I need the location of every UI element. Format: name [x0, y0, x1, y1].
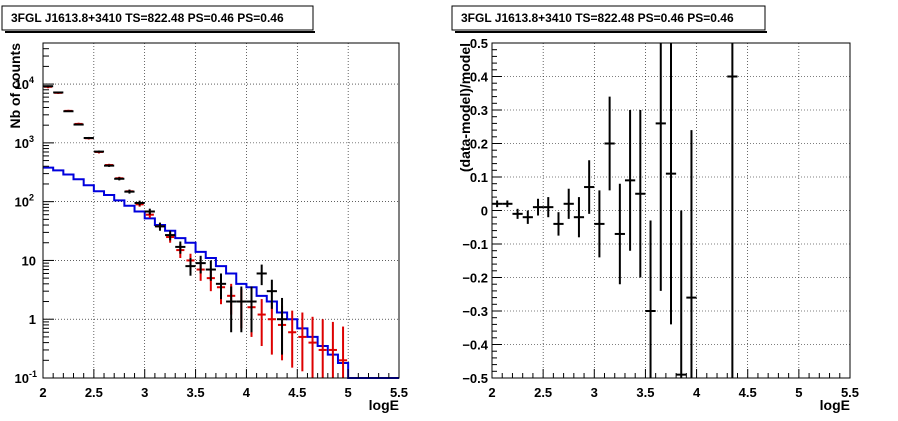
source-model-step	[43, 166, 399, 379]
y-tick-label: 0.1	[470, 170, 488, 185]
y-tick-label: 1	[29, 312, 36, 327]
y-tick-label: 10	[15, 371, 29, 386]
x-tick-label: 2.5	[85, 385, 103, 400]
right-x-tick-labels: 2 2.5 3 3.5 4 4.5 5 5.5	[488, 385, 859, 400]
right-x-axis-label: logE	[820, 397, 850, 413]
left-plot-frame	[42, 42, 400, 379]
data-series	[43, 85, 288, 355]
x-tick-label: 3	[141, 385, 148, 400]
y-tick-label: 10	[15, 136, 29, 151]
source-model-histogram	[43, 166, 399, 379]
right-grid	[492, 43, 850, 378]
right-ticks	[491, 42, 851, 379]
y-tick-label: 0.4	[470, 70, 489, 85]
residual-panel: 3FGL J1613.8+3410 TS=822.48 PS=0.46 PS=0…	[451, 5, 859, 413]
y-tick-label: 0.5	[470, 36, 488, 51]
y-tick-label: 10	[22, 253, 36, 268]
x-tick-label: 2	[488, 385, 495, 400]
left-x-tick-labels: 2 2.5 3 3.5 4 4.5 5 5.5	[39, 385, 408, 400]
left-y-axis-label: Nb of counts	[7, 43, 23, 129]
y-tick-exponent: 3	[29, 134, 34, 144]
left-grid	[43, 43, 399, 378]
right-title-box	[451, 5, 766, 31]
right-y-axis-label: (data-model)/model	[457, 43, 473, 172]
left-ticks	[42, 42, 400, 379]
x-tick-label: 4.5	[739, 385, 757, 400]
left-x-axis-label: logE	[369, 397, 399, 413]
x-tick-label: 4	[243, 385, 251, 400]
x-tick-label: 4.5	[288, 385, 306, 400]
x-tick-label: 2	[39, 385, 46, 400]
y-tick-label: 10	[15, 77, 29, 92]
right-title: 3FGL J1613.8+3410 TS=822.48 PS=0.46 PS=0…	[461, 11, 734, 25]
y-tick-label: 0.2	[470, 137, 488, 152]
x-tick-label: 5.5	[390, 385, 408, 400]
x-tick-label: 4	[693, 385, 701, 400]
x-tick-label: 5.5	[841, 385, 859, 400]
x-tick-label: 5	[345, 385, 352, 400]
x-tick-label: 2.5	[534, 385, 552, 400]
y-tick-label: −0.1	[462, 237, 488, 252]
y-tick-exponent: 2	[29, 193, 34, 203]
y-tick-label: 0	[481, 204, 488, 219]
left-title-box	[1, 5, 314, 31]
right-y-tick-labels: 0.5 0.4 0.3 0.2 0.1 0 −0.1 −0.2 −0.3 −0.4 −0.5	[462, 36, 488, 386]
residual-series	[492, 43, 738, 378]
y-tick-label: −0.4	[462, 338, 488, 353]
counts-panel: 3FGL J1613.8+3410 TS=822.48 PS=0.46 PS=0…	[1, 5, 408, 413]
x-tick-label: 3	[591, 385, 598, 400]
y-tick-label: −0.5	[462, 371, 488, 386]
left-title-shadow	[5, 31, 315, 33]
left-title: 3FGL J1613.8+3410 TS=822.48 PS=0.46 PS=0…	[11, 11, 284, 25]
x-tick-label: 3.5	[187, 385, 205, 400]
right-title-shadow	[455, 31, 767, 33]
y-tick-label: −0.2	[462, 271, 488, 286]
x-tick-label: 5	[795, 385, 802, 400]
y-tick-label: −0.3	[462, 304, 488, 319]
y-tick-label: 10	[15, 195, 29, 210]
y-tick-label: 0.3	[470, 103, 488, 118]
x-tick-label: 3.5	[636, 385, 654, 400]
y-tick-exponent: 4	[29, 75, 34, 85]
y-tick-exponent: -1	[29, 369, 37, 379]
